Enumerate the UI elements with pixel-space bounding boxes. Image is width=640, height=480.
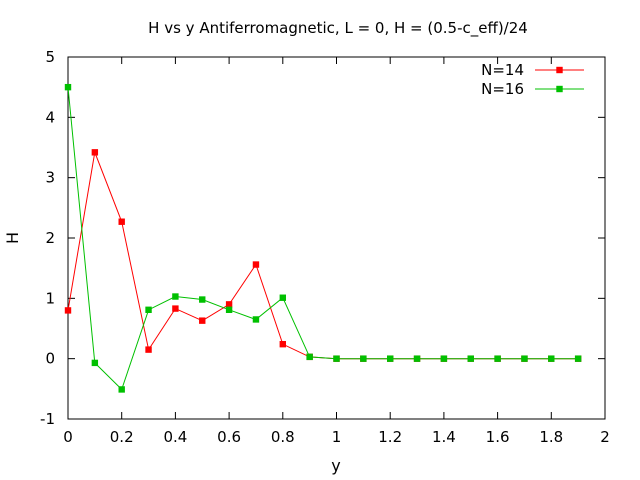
x-tick-label-3: 0.6 <box>217 428 241 446</box>
series-n-16-point-7 <box>252 316 260 323</box>
series-n-14-point-1 <box>91 149 99 156</box>
series-n-16-point-8 <box>279 294 286 301</box>
series-n-14-legend-marker <box>556 66 563 74</box>
y-tick-label-0: -1 <box>40 410 55 428</box>
x-tick-label-10: 2 <box>600 428 610 446</box>
x-tick-label-5: 1 <box>332 428 342 446</box>
series-n-16-point-3 <box>145 306 152 313</box>
series-n-16-legend-label: N=16 <box>481 80 524 98</box>
series-n-14-point-0 <box>64 307 72 314</box>
series-n-14-point-6 <box>225 301 233 308</box>
series-n-14-point-8 <box>279 340 286 348</box>
series-n-16-point-17 <box>521 355 528 362</box>
y-tick-label-4: 3 <box>45 169 55 187</box>
series-n-14-point-4 <box>172 305 179 312</box>
x-tick-label-6: 1.2 <box>378 428 402 446</box>
y-tick-label-3: 2 <box>45 229 55 247</box>
series-n-16-line <box>67 87 579 391</box>
series-n-16-point-19 <box>574 355 582 362</box>
series-n-16-point-6 <box>225 306 233 313</box>
x-tick-label-0: 0 <box>63 428 73 446</box>
series-n-16-point-12 <box>387 355 394 362</box>
chart-title: H vs y Antiferromagnetic, L = 0, H = (0.… <box>148 19 528 38</box>
y-tick-label-2: 1 <box>45 289 55 307</box>
legend: N=14N=16 <box>481 61 584 98</box>
series-n-16-point-5 <box>199 296 206 303</box>
series-n-16-point-18 <box>548 355 555 362</box>
series-n-16-point-10 <box>333 355 340 362</box>
series-n-14-point-2 <box>118 218 125 225</box>
series-n-16-point-13 <box>413 355 421 362</box>
y-tick-label-5: 4 <box>45 108 55 126</box>
series-n-16-legend-marker <box>556 85 563 93</box>
y-axis-title: H <box>3 232 22 244</box>
x-tick-label-1: 0.2 <box>110 428 134 446</box>
x-tick-label-9: 1.8 <box>539 428 563 446</box>
y-tick-label-6: 5 <box>45 48 55 66</box>
series-layer <box>64 83 582 393</box>
series-n-14-point-7 <box>252 261 260 268</box>
series-n-16-point-4 <box>172 293 179 300</box>
x-tick-label-7: 1.4 <box>432 428 456 446</box>
series-n-16-point-0 <box>64 83 72 91</box>
series-n-16-point-1 <box>91 359 99 367</box>
series-n-14-legend-label: N=14 <box>481 61 524 79</box>
series-n-14-point-5 <box>199 317 206 324</box>
x-tick-label-8: 1.6 <box>486 428 510 446</box>
x-axis-title: y <box>331 456 340 475</box>
series-n-16-point-14 <box>440 355 448 362</box>
y-tick-label-1: 0 <box>45 350 55 368</box>
series-n-14-line <box>67 150 579 360</box>
series-n-16-point-2 <box>118 386 125 393</box>
series-n-16-point-16 <box>494 355 501 362</box>
series-n-16-point-9 <box>306 353 313 361</box>
x-tick-label-4: 0.8 <box>271 428 295 446</box>
series-n-14-point-3 <box>145 346 152 353</box>
x-tick-label-2: 0.4 <box>163 428 187 446</box>
series-n-16-point-15 <box>467 355 474 362</box>
series-n-16-point-11 <box>360 355 367 362</box>
axis-ticks: 0 0.2 0.4 0.6 0.8 1 1.2 1.4 1.6 1.8 2 -1 0 1 2 3 4 5 <box>40 48 610 446</box>
plot-area-border <box>67 56 606 420</box>
